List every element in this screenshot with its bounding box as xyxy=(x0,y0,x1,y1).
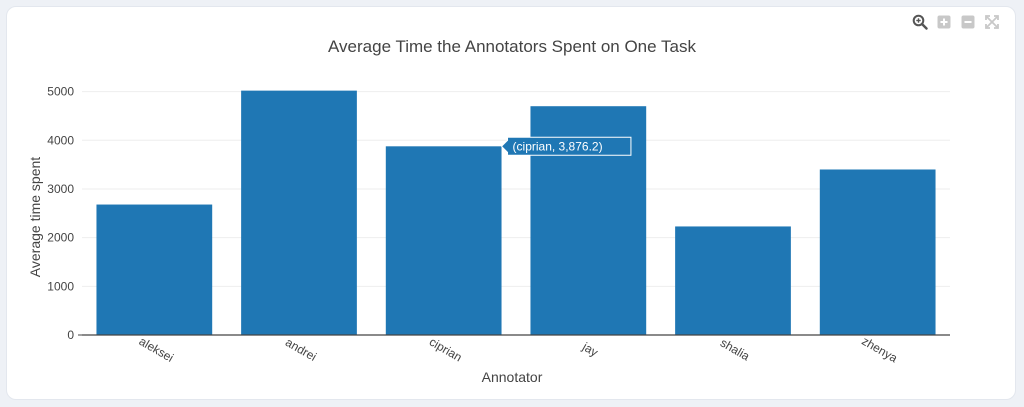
bar-zhenya[interactable] xyxy=(819,169,936,335)
x-tick-label: zhenya xyxy=(859,334,900,366)
hover-tooltip: (ciprian, 3,876.2) xyxy=(500,136,632,156)
hover-label: (ciprian, 3,876.2) xyxy=(500,136,632,156)
y-tick-label: 1000 xyxy=(47,279,74,293)
y-tick-label: 4000 xyxy=(47,133,74,147)
y-tick-label: 2000 xyxy=(47,231,74,245)
zoom-icon[interactable] xyxy=(911,13,929,31)
chart-title: Average Time the Annotators Spent on One… xyxy=(328,37,696,56)
y-axis-title: Average time spent xyxy=(27,157,43,277)
x-tick-label: shalia xyxy=(718,336,752,364)
chart-card: 0 1000 2000 3000 4000 5000 aleksei andrei cipria… xyxy=(6,6,1016,400)
hover-label-box xyxy=(500,136,632,156)
bar-shalia[interactable] xyxy=(675,226,791,335)
x-tick-label: andrei xyxy=(283,335,319,364)
zoom-out-icon[interactable] xyxy=(959,13,977,31)
x-tick-label: ciprian xyxy=(427,335,465,365)
y-tick-label: 5000 xyxy=(47,85,74,99)
grid-lines xyxy=(82,91,950,287)
hover-label-text: (ciprian, 3,876.2) xyxy=(513,139,603,153)
x-tick-label: aleksei xyxy=(137,334,176,365)
bar-chart: 0 1000 2000 3000 4000 5000 aleksei andrei cipria… xyxy=(27,37,950,385)
chart-toolbar xyxy=(911,13,1001,31)
bar-aleksei[interactable] xyxy=(96,204,213,335)
y-tick-label: 0 xyxy=(67,328,74,342)
x-tick-label: jay xyxy=(579,339,600,359)
autoscale-icon[interactable] xyxy=(983,13,1001,31)
bar-ciprian[interactable] xyxy=(385,146,502,335)
x-axis-title: Annotator xyxy=(482,369,543,385)
bars xyxy=(96,90,936,335)
zoom-in-icon[interactable] xyxy=(935,13,953,31)
y-tick-label: 3000 xyxy=(47,182,74,196)
bar-andrei[interactable] xyxy=(241,90,357,335)
